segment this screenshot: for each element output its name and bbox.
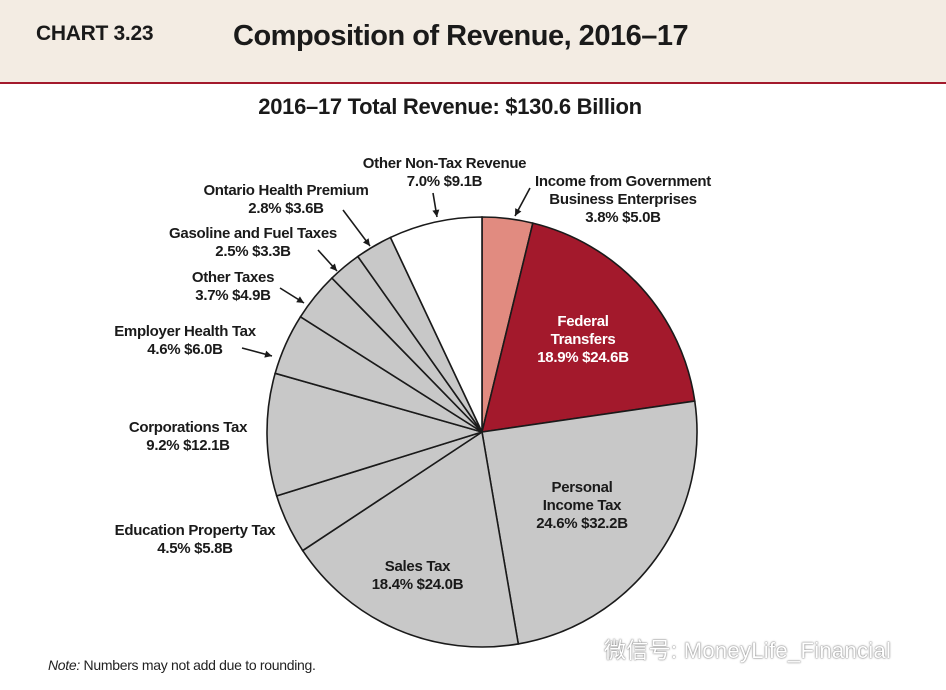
- slice-value: 18.9% $24.6B: [537, 349, 629, 366]
- watermark: 微信号: MoneyLife_Financial: [566, 633, 891, 665]
- chart-number: CHART 3.23: [36, 22, 154, 45]
- slice-name-line: Business Enterprises: [549, 191, 697, 208]
- slice-name-line: Ontario Health Premium: [203, 182, 369, 199]
- slice-name-line: Income Tax: [542, 497, 622, 514]
- callout-arrowhead-other-taxes: [296, 296, 304, 303]
- watermark-text: 微信号: MoneyLife_Financial: [604, 638, 892, 663]
- slice-value: 7.0% $9.1B: [406, 173, 483, 190]
- pie-slice-sales-tax: [301, 430, 520, 648]
- chart-subtitle: 2016–17 Total Revenue: $130.6 Billion: [258, 94, 642, 119]
- slice-name-line: Sales Tax: [384, 558, 451, 575]
- slice-value: 4.5% $5.8B: [157, 540, 233, 557]
- chart-header: CHART 3.23 Composition of Revenue, 2016–…: [0, 0, 946, 84]
- pie-slice-corporations-tax: [266, 372, 485, 497]
- slice-value: 4.6% $6.0B: [147, 341, 223, 358]
- slice-name-line: Personal: [551, 479, 613, 496]
- slice-label-sales-tax: Sales Tax 18.4% $24.0B: [355, 558, 480, 594]
- slice-name-line: Corporations Tax: [128, 419, 248, 436]
- callout-arrowhead-employer-health-tax: [264, 350, 272, 358]
- slice-name-line: Other Non-Tax Revenue: [362, 155, 527, 172]
- slice-label-other-non-tax-revenue: Other Non-Tax Revenue 7.0% $9.1B: [352, 155, 537, 191]
- slice-label-corporations-tax: Corporations Tax 9.2% $12.1B: [118, 419, 258, 455]
- slice-name-line: Transfers: [550, 331, 616, 348]
- slice-name-line: Employer Health Tax: [114, 323, 256, 340]
- slice-name-line: Education Property Tax: [114, 522, 276, 539]
- pie-slice-other-non-tax-revenue: [389, 216, 483, 433]
- callout-arrowhead-ontario-health-premium: [363, 238, 370, 246]
- callout-arrowhead-other-non-tax-revenue: [432, 209, 440, 217]
- slice-label-personal-income-tax: Personal Income Tax 24.6% $32.2B: [522, 479, 642, 533]
- slice-label-education-property-tax: Education Property Tax 4.5% $5.8B: [105, 522, 285, 558]
- pie-slice-personal-income-tax: [481, 400, 698, 645]
- slice-value: 24.6% $32.2B: [536, 515, 628, 532]
- slice-label-gasoline-fuel-taxes: Gasoline and Fuel Taxes 2.5% $3.3B: [160, 225, 346, 261]
- slice-name-line: Income from Government: [535, 173, 711, 190]
- slice-value: 2.5% $3.3B: [215, 243, 291, 260]
- slice-label-employer-health-tax: Employer Health Tax 4.6% $6.0B: [105, 323, 265, 359]
- pie-slice-federal-transfers: [480, 222, 696, 433]
- wechat-icon: [567, 639, 598, 660]
- slice-name-line: Gasoline and Fuel Taxes: [169, 225, 337, 242]
- callout-arrow-ontario-health-premium: [342, 209, 371, 247]
- slice-value: 18.4% $24.0B: [371, 576, 464, 593]
- slice-name-line: Other Taxes: [191, 269, 275, 286]
- slice-value: 2.8% $3.6B: [248, 200, 324, 217]
- slice-value: 3.7% $4.9B: [195, 287, 271, 304]
- slice-label-federal-transfers: Federal Transfers 18.9% $24.6B: [528, 313, 638, 367]
- slice-label-ontario-health-premium: Ontario Health Premium 2.8% $3.6B: [195, 182, 377, 218]
- slice-label-other-taxes: Other Taxes 3.7% $4.9B: [178, 269, 288, 305]
- slice-label-income-gov-enterprises: Income from Government Business Enterpri…: [528, 173, 718, 227]
- chart-title: Composition of Revenue, 2016–17: [233, 20, 689, 52]
- slice-name-line: Federal: [557, 313, 609, 330]
- callout-arrowhead-gasoline-fuel-taxes: [329, 263, 337, 271]
- callout-arrowhead-income-gov-enterprises: [515, 208, 522, 216]
- slice-value: 3.8% $5.0B: [585, 209, 661, 226]
- footnote-text: Numbers may not add due to rounding.: [79, 657, 316, 673]
- footnote-prefix: Note:: [48, 657, 80, 673]
- slice-value: 9.2% $12.1B: [146, 437, 230, 454]
- footnote: Note: Numbers may not add due to roundin…: [48, 657, 316, 673]
